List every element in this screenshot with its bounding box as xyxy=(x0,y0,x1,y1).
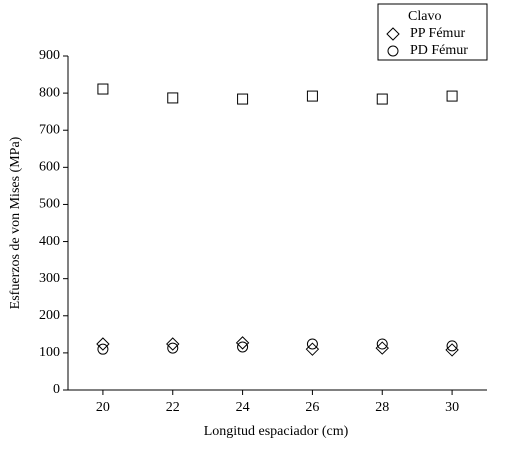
marker-diamond xyxy=(166,337,180,351)
y-tick-label: 100 xyxy=(39,345,60,360)
x-tick-label: 20 xyxy=(96,400,110,415)
y-tick-label: 600 xyxy=(39,160,60,175)
y-tick-label: 200 xyxy=(39,308,60,323)
marker-diamond xyxy=(375,341,389,355)
marker-square xyxy=(376,93,388,105)
x-tick-label: 26 xyxy=(305,400,319,415)
marker-circle xyxy=(446,340,458,352)
y-tick-label: 400 xyxy=(39,234,60,249)
x-tick-label: 24 xyxy=(236,400,250,415)
marker-diamond xyxy=(235,336,250,350)
marker-square xyxy=(306,90,318,102)
y-tick-label: 500 xyxy=(39,197,60,212)
x-axis-label: Longitud espaciador (cm) xyxy=(204,424,349,439)
marker-circle xyxy=(97,343,109,355)
y-tick-label: 0 xyxy=(53,382,60,397)
x-tick-label: 28 xyxy=(375,400,389,415)
x-tick-label: 30 xyxy=(445,400,459,415)
marker-circle xyxy=(237,341,249,353)
marker-square xyxy=(97,83,109,95)
marker-square xyxy=(167,92,179,104)
legend-label: PD Fémur xyxy=(410,43,468,58)
y-tick-label: 700 xyxy=(39,122,60,137)
marker-circle xyxy=(387,45,399,57)
marker-circle xyxy=(167,342,179,354)
x-tick-label: 22 xyxy=(166,400,180,415)
marker-square xyxy=(446,90,458,102)
y-tick-label: 900 xyxy=(39,48,60,63)
marker-circle xyxy=(376,338,388,350)
marker-square xyxy=(237,93,249,105)
marker-diamond xyxy=(386,27,400,41)
legend-label: Clavo xyxy=(408,9,441,24)
marker-diamond xyxy=(96,337,110,351)
marker-circle xyxy=(306,338,318,350)
legend-label: PP Fémur xyxy=(410,26,465,41)
legend-box xyxy=(377,3,488,61)
y-tick-label: 800 xyxy=(39,85,60,100)
marker-diamond xyxy=(445,343,459,357)
y-tick-label: 300 xyxy=(39,271,60,286)
y-axis-label: Esfuerzos de von Mises (MPa) xyxy=(8,136,23,309)
